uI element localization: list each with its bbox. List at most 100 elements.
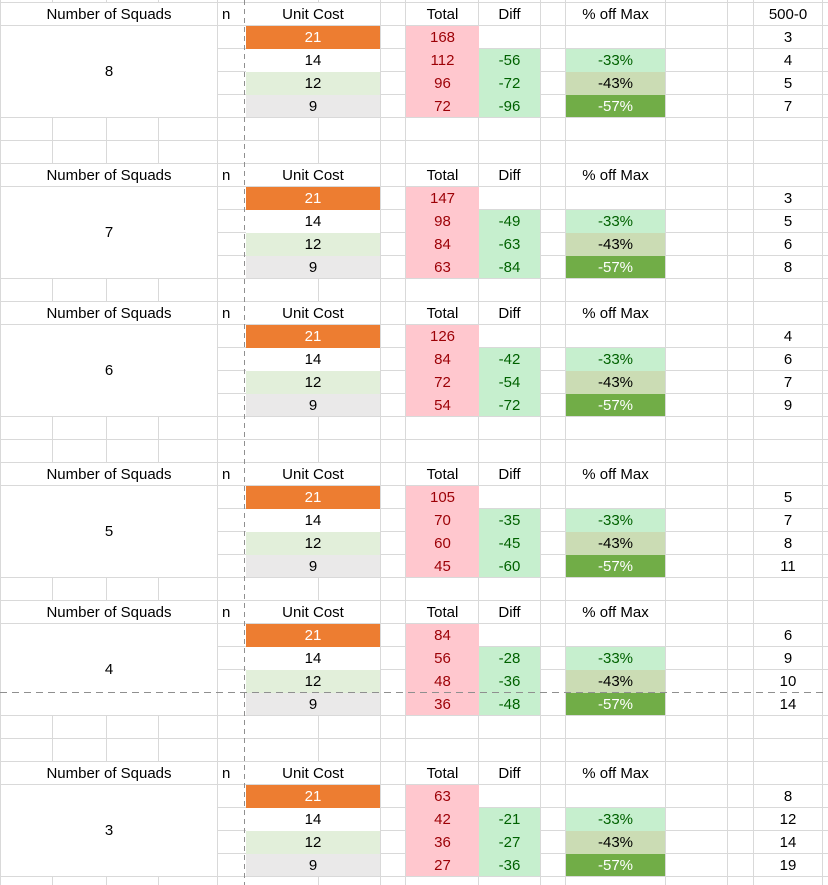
pct-off-max-cell[interactable]: -33% [566,509,665,532]
diff-header-cell[interactable]: Diff [498,304,521,322]
pct-off-max-cell[interactable]: -33% [566,647,665,670]
diff-cell[interactable]: -60 [479,555,540,577]
unit-cost-cell[interactable]: 12 [246,72,380,95]
n-header-cell[interactable]: n [222,166,231,184]
pct-off-max-cell[interactable]: -33% [566,808,665,831]
pct-off-max-cell[interactable]: -43% [566,532,665,555]
unit-cost-cell[interactable]: 14 [246,348,380,371]
total-header-cell[interactable]: Total [426,764,459,782]
pct-off-max-cell[interactable]: -43% [566,670,665,693]
diff-cell[interactable]: -72 [479,72,540,95]
pct-off-max-header-cell[interactable]: % off Max [582,166,649,184]
diff-cell[interactable]: -42 [479,348,540,371]
pct-off-max-cell[interactable]: -33% [566,348,665,371]
unit-cost-cell[interactable]: 21 [246,785,380,808]
diff-header-cell[interactable]: Diff [498,166,521,184]
unit-cost-cell[interactable]: 12 [246,371,380,394]
pct-off-max-cell[interactable]: -57% [566,693,665,715]
budget-count-cell[interactable]: 3 [783,28,793,46]
budget-header-cell[interactable] [754,762,822,784]
unit-cost-cell[interactable]: 9 [246,854,380,876]
unit-cost-cell[interactable]: 9 [246,555,380,577]
unit-cost-header-cell[interactable]: Unit Cost [246,762,380,784]
pct-off-max-cell[interactable]: -57% [566,555,665,577]
budget-count-cell[interactable]: 9 [783,396,793,414]
unit-cost-cell[interactable]: 9 [246,693,380,715]
unit-cost-cell[interactable]: 14 [246,808,380,831]
diff-cell[interactable]: -21 [479,808,540,831]
total-cell[interactable]: 96 [406,72,479,95]
budget-header-cell[interactable] [754,463,822,485]
total-cell[interactable]: 98 [406,210,479,233]
total-cell[interactable]: 84 [406,233,479,256]
total-cell[interactable]: 168 [406,26,479,49]
squad-count-cell[interactable]: 8 [1,26,217,117]
total-cell[interactable]: 126 [406,325,479,348]
budget-count-cell[interactable]: 19 [779,856,797,874]
budget-count-cell[interactable]: 3 [783,189,793,207]
budget-count-cell[interactable]: 12 [779,810,797,828]
budget-count-cell[interactable]: 14 [779,695,797,713]
unit-cost-header-cell[interactable]: Unit Cost [246,164,380,186]
squads-header-cell[interactable]: Number of Squads [1,601,217,623]
total-header-cell[interactable]: Total [426,5,459,23]
n-header-cell[interactable]: n [222,465,231,483]
squad-count-cell[interactable]: 6 [1,325,217,416]
pct-off-max-cell[interactable]: -57% [566,95,665,117]
total-header-cell[interactable]: Total [426,304,459,322]
squad-count-cell[interactable]: 7 [1,187,217,278]
squads-header-cell[interactable]: Number of Squads [1,3,217,25]
unit-cost-cell[interactable]: 14 [246,210,380,233]
squads-header-cell[interactable]: Number of Squads [1,762,217,784]
pct-off-max-cell[interactable]: -33% [566,49,665,72]
total-cell[interactable]: 72 [406,371,479,394]
total-cell[interactable]: 112 [406,49,479,72]
unit-cost-cell[interactable]: 14 [246,647,380,670]
total-cell[interactable]: 42 [406,808,479,831]
total-cell[interactable]: 84 [406,624,479,647]
pct-off-max-header-cell[interactable]: % off Max [582,603,649,621]
n-header-cell[interactable]: n [222,764,231,782]
squad-count-cell[interactable]: 4 [1,624,217,715]
unit-cost-cell[interactable]: 9 [246,256,380,278]
unit-cost-cell[interactable]: 12 [246,233,380,256]
budget-count-cell[interactable]: 14 [779,833,797,851]
pct-off-max-cell[interactable]: -43% [566,371,665,394]
pct-off-max-cell[interactable]: -57% [566,394,665,416]
squad-count-cell[interactable]: 3 [1,785,217,876]
budget-count-cell[interactable]: 5 [783,74,793,92]
budget-count-cell[interactable]: 6 [783,235,793,253]
total-cell[interactable]: 147 [406,187,479,210]
unit-cost-header-cell[interactable]: Unit Cost [246,601,380,623]
budget-count-cell[interactable]: 7 [783,511,793,529]
n-header-cell[interactable]: n [222,603,231,621]
diff-cell[interactable]: -72 [479,394,540,416]
total-cell[interactable]: 48 [406,670,479,693]
unit-cost-cell[interactable]: 14 [246,49,380,72]
diff-cell[interactable]: -84 [479,256,540,278]
total-header-cell[interactable]: Total [426,166,459,184]
total-cell[interactable]: 72 [406,95,479,117]
budget-header-cell[interactable] [754,164,822,186]
diff-cell[interactable]: -63 [479,233,540,256]
total-cell[interactable]: 105 [406,486,479,509]
total-cell[interactable]: 36 [406,831,479,854]
budget-count-cell[interactable]: 6 [783,626,793,644]
total-cell[interactable]: 84 [406,348,479,371]
diff-cell[interactable]: -35 [479,509,540,532]
diff-cell[interactable]: -27 [479,831,540,854]
unit-cost-cell[interactable]: 12 [246,532,380,555]
diff-cell[interactable]: -54 [479,371,540,394]
budget-count-cell[interactable]: 4 [783,327,793,345]
squad-count-cell[interactable]: 5 [1,486,217,577]
budget-count-cell[interactable]: 10 [779,672,797,690]
diff-header-cell[interactable]: Diff [498,5,521,23]
total-cell[interactable]: 56 [406,647,479,670]
squads-header-cell[interactable]: Number of Squads [1,302,217,324]
pct-off-max-cell[interactable]: -43% [566,831,665,854]
pct-off-max-cell[interactable]: -33% [566,210,665,233]
budget-count-cell[interactable]: 5 [783,212,793,230]
diff-cell[interactable]: -48 [479,693,540,715]
unit-cost-cell[interactable]: 9 [246,394,380,416]
total-cell[interactable]: 27 [406,854,479,876]
